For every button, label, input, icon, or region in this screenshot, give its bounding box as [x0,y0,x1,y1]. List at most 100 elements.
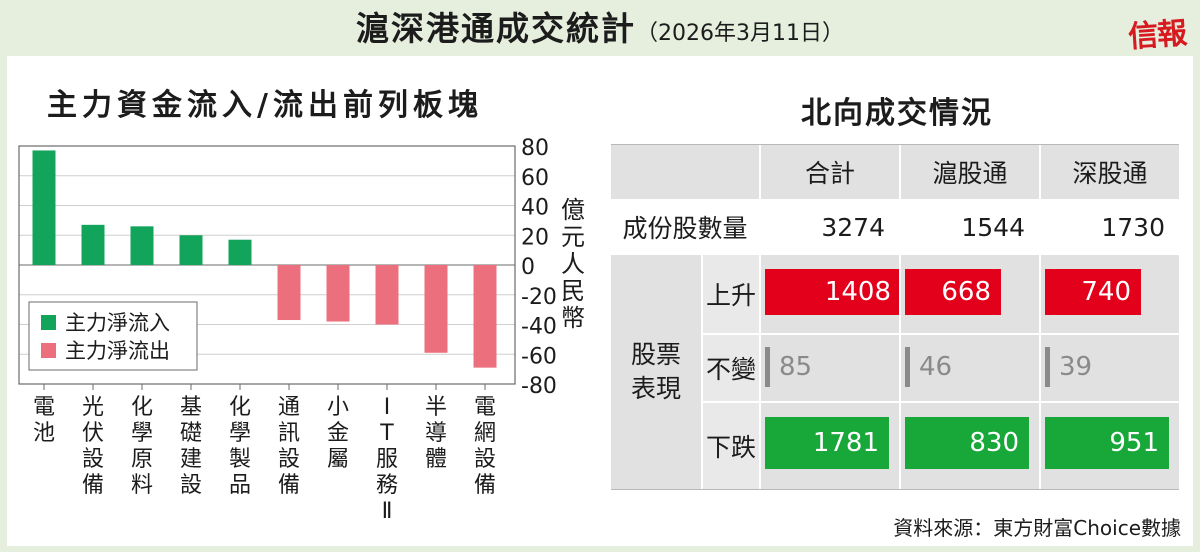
constituent-count: 1730 [1101,212,1165,242]
bar [473,265,497,368]
category-label-char: 製 [229,447,251,472]
y-axis-label-char: 幣 [561,304,585,332]
unchanged-bar [765,347,770,387]
row-label-flat: 不變 [703,335,759,401]
flat-cell [761,335,899,401]
category-label-char: 務 [376,473,398,498]
up-value: 1408 [765,269,901,315]
category-label-char: 備 [278,473,300,498]
category-label-char: 化 [131,395,153,420]
category-label-char: 備 [474,473,496,498]
legend-swatch [41,343,56,358]
y-tick-label: -20 [521,285,557,310]
category-label-char: 礎 [180,421,202,446]
title-text: 滬深港通成交統計 [356,9,636,48]
category-label-char: 半 [425,395,447,420]
y-tick-label: 20 [521,225,549,250]
category-label-char: 體 [425,447,447,472]
bar [179,235,203,265]
category-label-char: 伏 [82,421,104,446]
column-divider [1039,144,1041,489]
down-value: 830 [905,417,1029,469]
category-label-char: 池 [33,421,55,446]
unchanged-bar [905,347,910,387]
bar [277,265,301,321]
table-bottom-rule [611,489,1179,490]
title-date: （2026年3月11日） [636,21,844,46]
group-label-stock-performance: 股票 表現 [611,255,701,489]
bar [375,265,399,325]
category-label-char: 料 [131,473,153,498]
category-label-char: 學 [131,421,153,446]
category-label-char: 導 [425,421,447,446]
category-label-char: 基 [180,395,202,420]
bar [228,239,252,265]
bar [81,224,105,265]
bar [32,150,56,265]
column-header: 滬股通 [901,144,1039,199]
header-corner [611,144,759,199]
category-label-char: 屬 [327,447,349,472]
y-axis-label-char: 人 [561,250,585,278]
column-divider [759,144,761,489]
up-value: 740 [1045,269,1141,315]
flat-cell [901,335,1039,401]
y-tick-label: -60 [521,344,557,369]
category-label-char: 訊 [278,421,300,446]
category-label-char: 通 [278,395,300,420]
legend-swatch [41,315,56,330]
constituent-count: 1544 [961,212,1025,242]
constituent-count: 3274 [821,212,885,242]
legend-label: 主力淨流入 [65,311,170,335]
y-axis-label-char: 民 [561,277,585,305]
column-divider [899,144,901,489]
y-tick-label: 60 [521,166,549,191]
row-label-down: 下跌 [703,403,759,489]
down-value: 951 [1045,417,1169,469]
y-tick-label: -40 [521,315,557,340]
category-label-char: 設 [180,473,202,498]
category-label-char: Ⅱ [382,499,393,524]
y-axis-label-char: 元 [561,223,585,251]
category-label-char: 小 [327,395,349,420]
northbound-table: 合計 滬股通 深股通 成份股數量 3274 1544 1730 股票 表現 上升 不變 下跌 1408… [611,144,1179,490]
row-label-constituents: 成份股數量 [622,214,748,243]
table-title: 北向成交情況 [801,96,993,131]
category-label-char: 設 [82,447,104,472]
bar [424,265,448,353]
flat-value: 85 [779,352,813,382]
category-label-char: T [379,421,394,446]
content-panel: 主力資金流入/流出前列板塊 80 60 40 20 0 -20 -40 -60 -80 億元人民幣… [7,56,1193,546]
category-label-char: I [384,395,391,420]
category-label-char: 品 [229,473,251,498]
chart-title: 主力資金流入/流出前列板塊 [47,88,483,123]
category-label-char: 化 [229,395,251,420]
page-title: 滬深港通成交統計（2026年3月11日） [0,2,1200,50]
header: 滬深港通成交統計（2026年3月11日） 信報 [0,0,1200,56]
legend-box [28,301,198,371]
category-label-char: 電 [474,395,496,420]
y-axis-label-char: 億 [561,196,585,224]
category-label-char: 設 [474,447,496,472]
row-label-up: 上升 [703,255,759,333]
y-tick-label: -80 [521,374,557,399]
bar [326,265,350,322]
category-label-char: 金 [327,421,349,446]
y-tick-label: 0 [521,255,535,280]
category-label-char: 原 [131,447,153,472]
unchanged-bar [1045,347,1050,387]
fund-flow-chart: 806040200-20-40-60-80億元人民幣電池光伏設備化學原料基礎建設… [18,136,585,524]
legend-label: 主力淨流出 [65,339,170,363]
y-tick-label: 40 [521,196,549,221]
y-tick-label: 80 [521,136,549,161]
up-value: 668 [905,269,1001,315]
category-label-char: 電 [33,395,55,420]
category-label-char: 光 [82,395,104,420]
category-label-char: 學 [229,421,251,446]
category-label-char: 備 [82,473,104,498]
flat-value: 39 [1059,352,1093,382]
category-label-char: 設 [278,447,300,472]
table-top-rule [611,144,1179,145]
down-value: 1781 [765,417,889,469]
flat-cell [1041,335,1179,401]
